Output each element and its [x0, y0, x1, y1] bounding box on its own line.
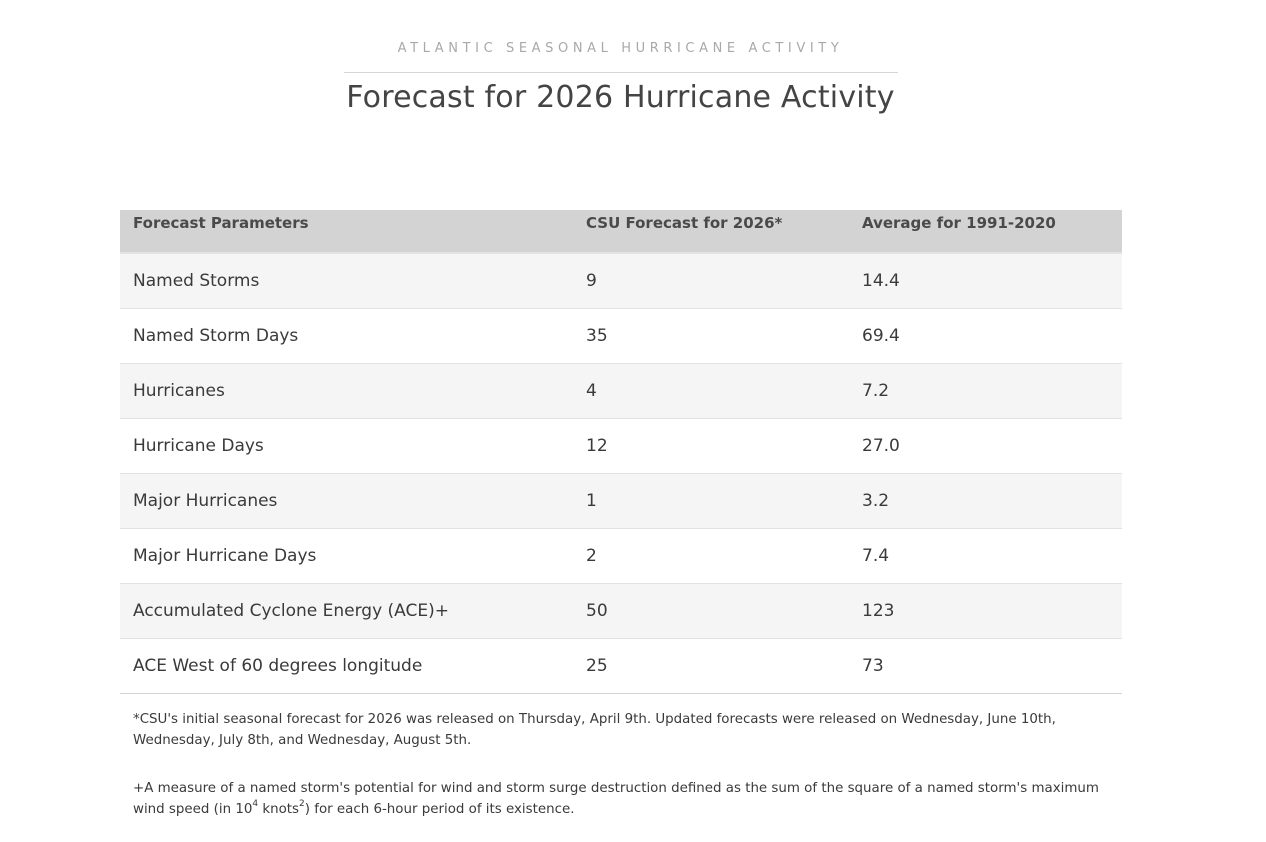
table-row: Major Hurricanes 1 3.2: [120, 473, 1122, 529]
table-row: ACE West of 60 degrees longitude 25 73: [120, 638, 1122, 694]
forecast-cell: 9: [573, 253, 849, 309]
page-title: Forecast for 2026 Hurricane Activity: [346, 80, 895, 115]
average-cell: 7.4: [849, 528, 1122, 584]
parameter-cell: Hurricanes: [120, 363, 573, 419]
average-cell: 69.4: [849, 308, 1122, 364]
table-row: Hurricanes 4 7.2: [120, 363, 1122, 419]
forecast-cell: 35: [573, 308, 849, 364]
table-header-row: Forecast Parameters CSU Forecast for 202…: [120, 210, 1122, 254]
title-divider: [344, 72, 898, 73]
ace-definition-footnote: +A measure of a named storm's potential …: [133, 778, 1103, 820]
column-header-csu-forecast: CSU Forecast for 2026*: [573, 210, 849, 254]
forecast-cell: 25: [573, 638, 849, 694]
forecast-cell: 50: [573, 583, 849, 639]
forecast-release-footnote: *CSU's initial seasonal forecast for 202…: [133, 712, 1056, 748]
table-row: Accumulated Cyclone Energy (ACE)+ 50 123: [120, 583, 1122, 639]
ace-note-unit: knots: [258, 802, 300, 817]
ace-note-text: +A measure of a named storm's potential …: [133, 781, 1099, 817]
ace-note-tail: ) for each 6-hour period of its existenc…: [304, 802, 575, 817]
average-cell: 3.2: [849, 473, 1122, 529]
average-cell: 73: [849, 638, 1122, 694]
table-row: Hurricane Days 12 27.0: [120, 418, 1122, 474]
table-row: Named Storm Days 35 69.4: [120, 308, 1122, 364]
parameter-cell: Named Storms: [120, 253, 573, 309]
exponent-two: 2: [299, 799, 305, 809]
forecast-cell: 12: [573, 418, 849, 474]
parameter-cell: Hurricane Days: [120, 418, 573, 474]
parameter-cell: ACE West of 60 degrees longitude: [120, 638, 573, 694]
average-cell: 7.2: [849, 363, 1122, 419]
forecast-cell: 2: [573, 528, 849, 584]
section-eyebrow: ATLANTIC SEASONAL HURRICANE ACTIVITY: [397, 41, 844, 56]
exponent-four: 4: [252, 799, 259, 809]
forecast-cell: 1: [573, 473, 849, 529]
column-header-parameters: Forecast Parameters: [120, 210, 573, 254]
column-header-average: Average for 1991-2020: [849, 210, 1122, 254]
table-row: Major Hurricane Days 2 7.4: [120, 528, 1122, 584]
average-cell: 123: [849, 583, 1122, 639]
average-cell: 27.0: [849, 418, 1122, 474]
table-row: Named Storms 9 14.4: [120, 253, 1122, 309]
parameter-cell: Named Storm Days: [120, 308, 573, 364]
parameter-cell: Major Hurricanes: [120, 473, 573, 529]
forecast-table: Forecast Parameters CSU Forecast for 202…: [120, 210, 1122, 694]
parameter-cell: Major Hurricane Days: [120, 528, 573, 584]
average-cell: 14.4: [849, 253, 1122, 309]
forecast-cell: 4: [573, 363, 849, 419]
parameter-cell: Accumulated Cyclone Energy (ACE)+: [120, 583, 573, 639]
